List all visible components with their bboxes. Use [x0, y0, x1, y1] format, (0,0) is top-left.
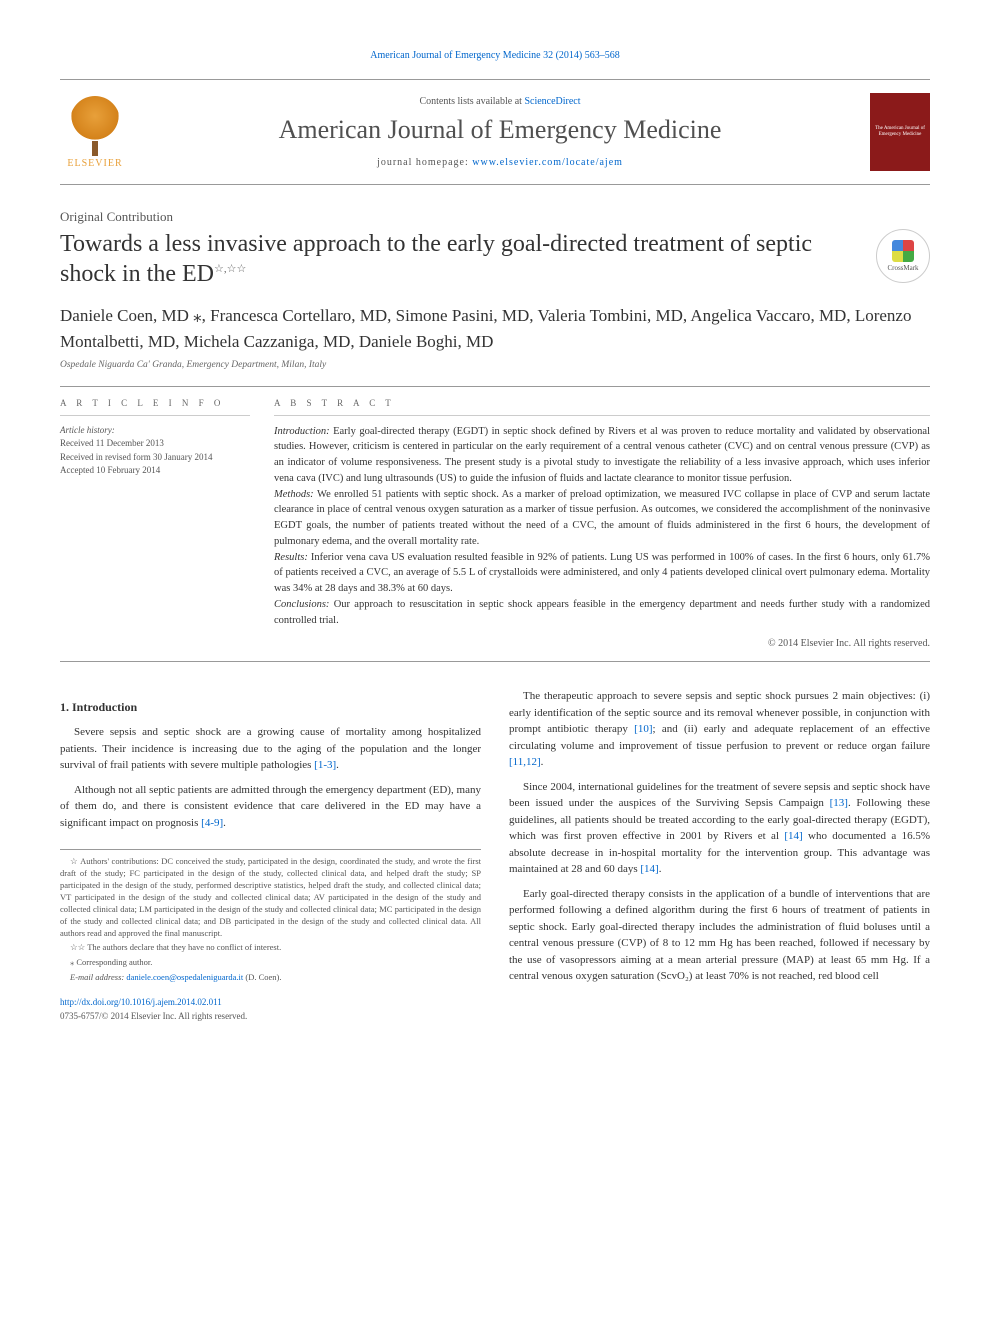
revised-date: Received in revised form 30 January 2014: [60, 451, 250, 465]
author-list: Daniele Coen, MD ⁎, Francesca Cortellaro…: [60, 303, 930, 354]
sciencedirect-link[interactable]: ScienceDirect: [524, 96, 580, 107]
homepage-prefix: journal homepage:: [377, 157, 472, 168]
affiliation: Ospedale Niguarda Ca' Granda, Emergency …: [60, 360, 930, 370]
ref-4-9[interactable]: [4-9]: [201, 817, 223, 829]
homepage-line: journal homepage: www.elsevier.com/locat…: [142, 157, 858, 168]
homepage-link[interactable]: www.elsevier.com/locate/ajem: [472, 157, 623, 168]
abstract-methods-label: Methods:: [274, 489, 317, 500]
footnote-email: E-mail address: daniele.coen@ospedalenig…: [60, 972, 481, 984]
abstract-results-text: Inferior vena cava US evaluation resulte…: [274, 552, 930, 595]
abstract-copyright: © 2014 Elsevier Inc. All rights reserved…: [274, 636, 930, 651]
abstract-conclusions: Conclusions: Our approach to resuscitati…: [274, 597, 930, 629]
journal-cover-thumb[interactable]: The American Journal of Emergency Medici…: [870, 93, 930, 171]
top-citation: American Journal of Emergency Medicine 3…: [60, 50, 930, 61]
title-row: Towards a less invasive approach to the …: [60, 229, 930, 289]
article-type: Original Contribution: [60, 209, 930, 225]
ref-1-3[interactable]: [1-3]: [314, 759, 336, 771]
intro-heading: 1. Introduction: [60, 698, 481, 716]
crossmark-label: CrossMark: [887, 264, 918, 272]
info-abstract-block: A R T I C L E I N F O Article history: R…: [60, 386, 930, 662]
p2-end: .: [223, 817, 226, 829]
header-center: Contents lists available at ScienceDirec…: [142, 96, 858, 168]
issn-line: 0735-6757/© 2014 Elsevier Inc. All right…: [60, 1010, 481, 1024]
footnote-corresponding: ⁎ Corresponding author.: [60, 957, 481, 969]
crossmark-icon: [892, 240, 914, 262]
email-suffix: (D. Coen).: [243, 972, 281, 982]
p3-end: .: [541, 756, 544, 768]
abstract-intro-label: Introduction:: [274, 426, 333, 437]
body-para-4: Since 2004, international guidelines for…: [509, 779, 930, 878]
abstract-intro: Introduction: Early goal-directed therap…: [274, 424, 930, 487]
footnotes: ☆ Authors' contributions: DC conceived t…: [60, 849, 481, 984]
footnote-conflict: ☆☆ The authors declare that they have no…: [60, 942, 481, 954]
elsevier-tree-icon: [70, 96, 120, 146]
accepted-date: Accepted 10 February 2014: [60, 464, 250, 478]
doi-line: http://dx.doi.org/10.1016/j.ajem.2014.02…: [60, 996, 481, 1010]
body-columns: 1. Introduction Severe sepsis and septic…: [60, 688, 930, 1023]
journal-header: ELSEVIER Contents lists available at Sci…: [60, 79, 930, 185]
fn1-text: Authors' contributions: DC conceived the…: [60, 856, 481, 937]
contents-prefix: Contents lists available at: [419, 96, 524, 107]
p2-text: Although not all septic patients are adm…: [60, 784, 481, 829]
abstract-results-label: Results:: [274, 552, 311, 563]
left-column: 1. Introduction Severe sepsis and septic…: [60, 688, 481, 1023]
fn1-mark: ☆: [70, 856, 80, 866]
body-para-3: The therapeutic approach to severe sepsi…: [509, 688, 930, 771]
abstract-methods-text: We enrolled 51 patients with septic shoc…: [274, 489, 930, 547]
abstract-conclusions-text: Our approach to resuscitation in septic …: [274, 599, 930, 626]
email-label: E-mail address:: [70, 972, 126, 982]
received-date: Received 11 December 2013: [60, 437, 250, 451]
abstract-intro-text: Early goal-directed therapy (EGDT) in se…: [274, 426, 930, 484]
abstract-head: A B S T R A C T: [274, 397, 930, 416]
body-para-5: Early goal-directed therapy consists in …: [509, 886, 930, 985]
fn2-text: The authors declare that they have no co…: [87, 942, 281, 952]
p1-end: .: [336, 759, 339, 771]
p1-text: Severe sepsis and septic shock are a gro…: [60, 726, 481, 771]
article-info-head: A R T I C L E I N F O: [60, 397, 250, 416]
article-info: A R T I C L E I N F O Article history: R…: [60, 387, 250, 661]
doi-link[interactable]: http://dx.doi.org/10.1016/j.ajem.2014.02…: [60, 997, 222, 1007]
citation-link[interactable]: American Journal of Emergency Medicine 3…: [370, 50, 619, 61]
abstract-methods: Methods: We enrolled 51 patients with se…: [274, 487, 930, 550]
abstract-results: Results: Inferior vena cava US evaluatio…: [274, 550, 930, 597]
body-para-2: Although not all septic patients are adm…: [60, 782, 481, 832]
fn2-mark: ☆☆: [70, 942, 87, 952]
crossmark-badge[interactable]: CrossMark: [876, 229, 930, 283]
body-para-1: Severe sepsis and septic shock are a gro…: [60, 724, 481, 774]
p4-end: .: [659, 863, 662, 875]
article-title: Towards a less invasive approach to the …: [60, 229, 856, 289]
abstract-conclusions-label: Conclusions:: [274, 599, 334, 610]
title-text: Towards a less invasive approach to the …: [60, 231, 812, 287]
corr-text: Corresponding author.: [76, 957, 152, 967]
elsevier-label: ELSEVIER: [67, 158, 122, 169]
contents-line: Contents lists available at ScienceDirec…: [142, 96, 858, 107]
footnote-contributions: ☆ Authors' contributions: DC conceived t…: [60, 856, 481, 939]
ref-11-12[interactable]: [11,12]: [509, 756, 541, 768]
ref-14b[interactable]: [14]: [640, 863, 658, 875]
right-column: The therapeutic approach to severe sepsi…: [509, 688, 930, 1023]
title-footnote-marks[interactable]: ☆,☆☆: [214, 263, 246, 275]
abstract: A B S T R A C T Introduction: Early goal…: [274, 387, 930, 661]
history-label: Article history:: [60, 424, 250, 438]
ref-14a[interactable]: [14]: [784, 830, 802, 842]
ref-10[interactable]: [10]: [634, 723, 652, 735]
journal-name: American Journal of Emergency Medicine: [142, 115, 858, 145]
elsevier-logo[interactable]: ELSEVIER: [60, 92, 130, 172]
ref-13[interactable]: [13]: [830, 797, 848, 809]
email-link[interactable]: daniele.coen@ospedaleniguarda.it: [126, 972, 243, 982]
